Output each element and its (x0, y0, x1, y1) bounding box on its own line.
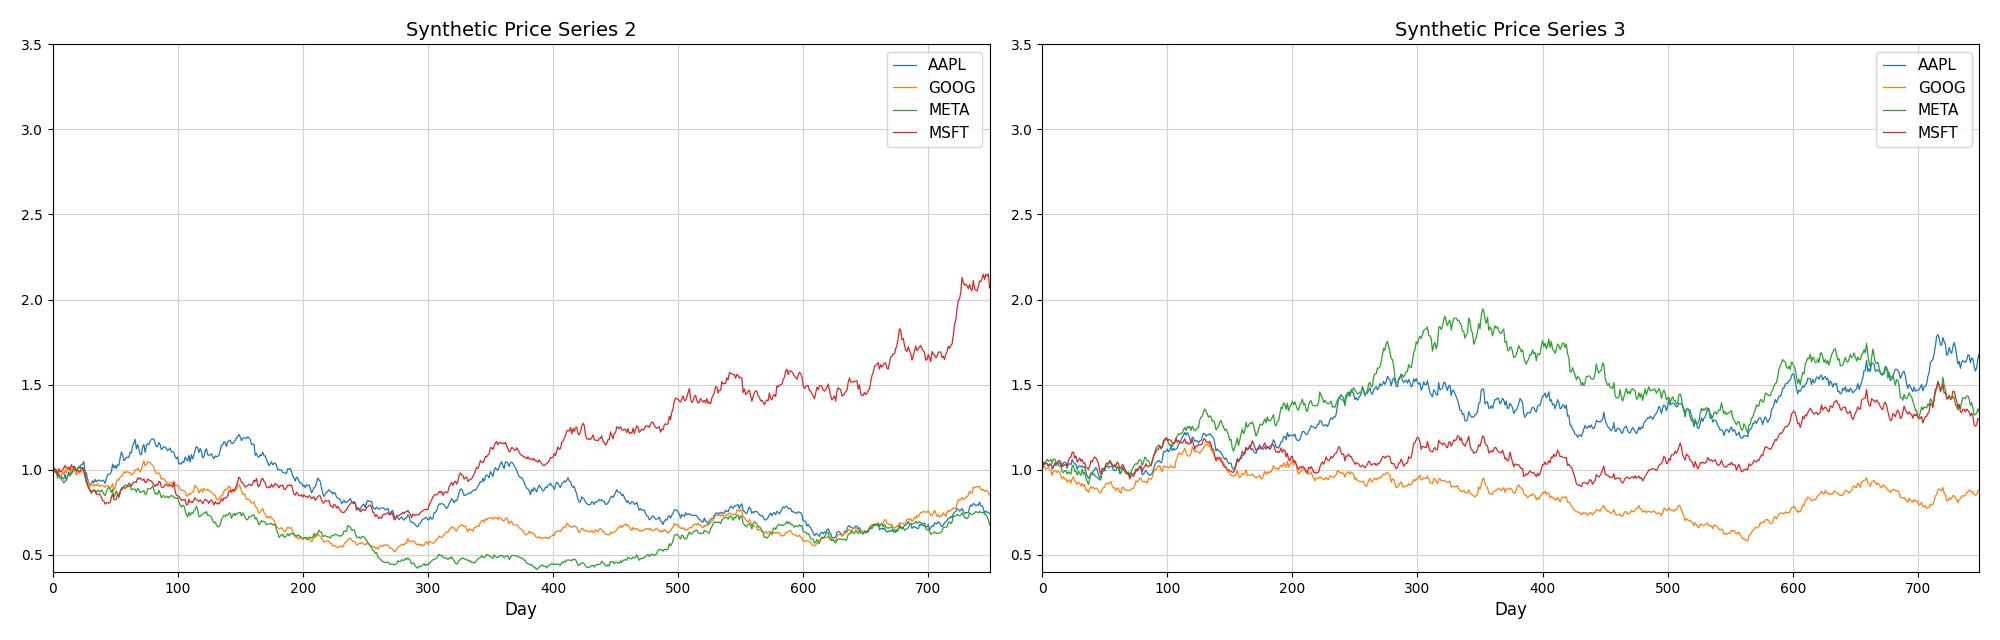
AAPL (220, 440, 244, 447)
GOOG (1210, 458, 1234, 466)
GOOG (1030, 466, 1054, 474)
MSFT (976, 270, 1000, 278)
META (66, 462, 90, 470)
META (352, 533, 376, 541)
META (1774, 364, 1798, 371)
MSFT (350, 506, 374, 513)
MSFT (1968, 416, 1992, 424)
AAPL (1774, 380, 1798, 388)
AAPL (978, 510, 1002, 518)
Line: MSFT: MSFT (52, 274, 990, 520)
Line: GOOG: GOOG (1042, 444, 1980, 541)
GOOG (1342, 470, 1366, 478)
MSFT (220, 488, 244, 496)
GOOG (978, 491, 1002, 499)
GOOG (462, 524, 486, 531)
AAPL (1088, 474, 1112, 482)
MSFT (978, 284, 1002, 292)
GOOG (1774, 509, 1798, 516)
MSFT (384, 516, 408, 524)
AAPL (226, 431, 250, 438)
AAPL (822, 534, 846, 542)
MSFT (1340, 456, 1364, 463)
Title: Synthetic Price Series 2: Synthetic Price Series 2 (406, 21, 636, 40)
AAPL (1628, 426, 1652, 434)
GOOG (132, 457, 156, 465)
META (1580, 375, 1604, 383)
MSFT (1580, 477, 1604, 484)
GOOG (784, 532, 808, 540)
AAPL (1450, 411, 1474, 419)
GOOG (640, 526, 664, 534)
AAPL (1210, 451, 1234, 458)
Line: AAPL: AAPL (52, 435, 990, 538)
MSFT (1628, 475, 1652, 483)
META (784, 522, 808, 530)
MSFT (1774, 423, 1798, 431)
META (460, 559, 484, 566)
AAPL (40, 466, 64, 474)
X-axis label: Day: Day (1494, 601, 1528, 619)
AAPL (1342, 390, 1366, 397)
MSFT (1926, 379, 1950, 387)
AAPL (352, 500, 376, 508)
MSFT (460, 472, 484, 480)
META (220, 511, 244, 519)
AAPL (1030, 466, 1054, 474)
AAPL (590, 496, 614, 504)
META (1342, 384, 1366, 392)
MSFT (1450, 434, 1474, 442)
META (592, 559, 616, 566)
Line: AAPL: AAPL (1042, 335, 1980, 478)
META (1210, 420, 1234, 428)
MSFT (590, 432, 614, 440)
AAPL (460, 487, 484, 495)
MSFT (1210, 458, 1234, 466)
GOOG (382, 548, 406, 556)
META (978, 521, 1002, 529)
GOOG (40, 466, 64, 474)
Legend: AAPL, GOOG, META, MSFT: AAPL, GOOG, META, MSFT (886, 52, 982, 147)
MSFT (1570, 483, 1594, 490)
Line: GOOG: GOOG (52, 461, 990, 552)
META (1450, 327, 1474, 335)
AAPL (1926, 331, 1950, 339)
META (1968, 408, 1992, 415)
Title: Synthetic Price Series 3: Synthetic Price Series 3 (1396, 21, 1626, 40)
META (640, 550, 664, 558)
AAPL (784, 509, 808, 516)
Legend: AAPL, GOOG, META, MSFT: AAPL, GOOG, META, MSFT (1876, 52, 1972, 147)
MSFT (784, 374, 808, 381)
META (1076, 481, 1100, 488)
AAPL (1580, 421, 1604, 429)
META (40, 466, 64, 474)
MSFT (638, 420, 662, 428)
GOOG (1628, 505, 1652, 513)
X-axis label: Day: Day (504, 601, 538, 619)
GOOG (1198, 440, 1222, 448)
GOOG (220, 488, 244, 496)
AAPL (638, 515, 662, 523)
META (524, 566, 548, 573)
AAPL (1968, 350, 1992, 358)
GOOG (1968, 486, 1992, 494)
GOOG (352, 541, 376, 548)
Line: MSFT: MSFT (1042, 383, 1980, 486)
META (1470, 305, 1494, 313)
GOOG (1450, 488, 1474, 495)
GOOG (1736, 537, 1760, 545)
Line: META: META (52, 466, 990, 570)
MSFT (40, 466, 64, 474)
MSFT (1030, 466, 1054, 474)
META (1030, 466, 1054, 474)
GOOG (592, 528, 616, 536)
GOOG (1580, 509, 1604, 517)
Line: META: META (1042, 309, 1980, 484)
META (1630, 390, 1654, 397)
